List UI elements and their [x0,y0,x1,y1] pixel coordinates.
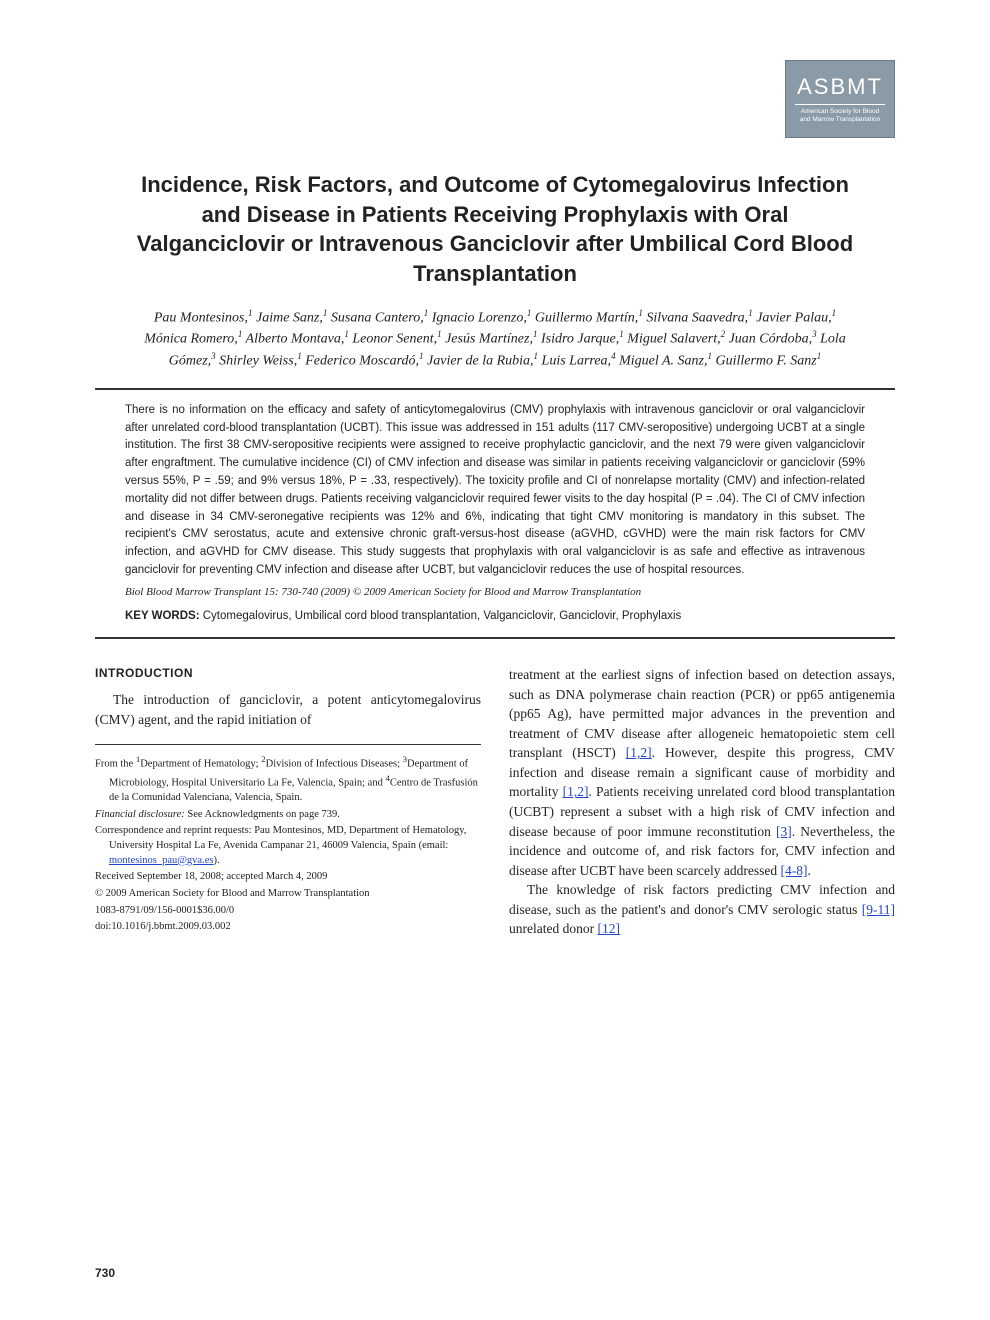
citation-line: Biol Blood Marrow Transplant 15: 730-740… [95,580,895,598]
issn-line: 1083-8791/09/156-0001$36.00/0 [95,904,481,919]
keywords-text: Cytomegalovirus, Umbilical cord blood tr… [203,610,682,622]
divider [95,388,895,390]
correspondence: Correspondence and reprint requests: Pau… [95,824,481,868]
abstract-text: There is no information on the efficacy … [95,402,895,580]
body-paragraph: The knowledge of risk factors predicting… [509,880,895,939]
doi-line: doi:10.1016/j.bbmt.2009.03.002 [95,920,481,935]
financial-disclosure: Financial disclosure: See Acknowledgment… [95,808,481,823]
divider [95,637,895,639]
author-list: Pau Montesinos,1 Jaime Sanz,1 Susana Can… [95,307,895,372]
copyright-line: © 2009 American Society for Blood and Ma… [95,887,481,902]
intro-paragraph: The introduction of ganciclovir, a poten… [95,690,481,729]
right-column: treatment at the earliest signs of infec… [509,665,895,939]
left-column: INTRODUCTION The introduction of gancicl… [95,665,481,939]
keywords-label: KEY WORDS: [125,610,200,622]
affiliations: From the 1Department of Hematology; 2Div… [95,753,481,806]
logo-subtitle: American Society for Blood and Marrow Tr… [795,104,885,124]
page-number: 730 [95,1266,115,1280]
article-title: Incidence, Risk Factors, and Outcome of … [95,170,895,289]
logo-text: ASBMT [797,74,883,100]
footnotes-block: From the 1Department of Hematology; 2Div… [95,744,481,936]
body-columns: INTRODUCTION The introduction of gancicl… [95,665,895,939]
keywords-block: KEY WORDS: Cytomegalovirus, Umbilical co… [95,598,895,625]
section-heading-introduction: INTRODUCTION [95,665,481,682]
publisher-logo: ASBMT American Society for Blood and Mar… [785,60,895,138]
received-date: Received September 18, 2008; accepted Ma… [95,870,481,885]
body-paragraph: treatment at the earliest signs of infec… [509,665,895,880]
